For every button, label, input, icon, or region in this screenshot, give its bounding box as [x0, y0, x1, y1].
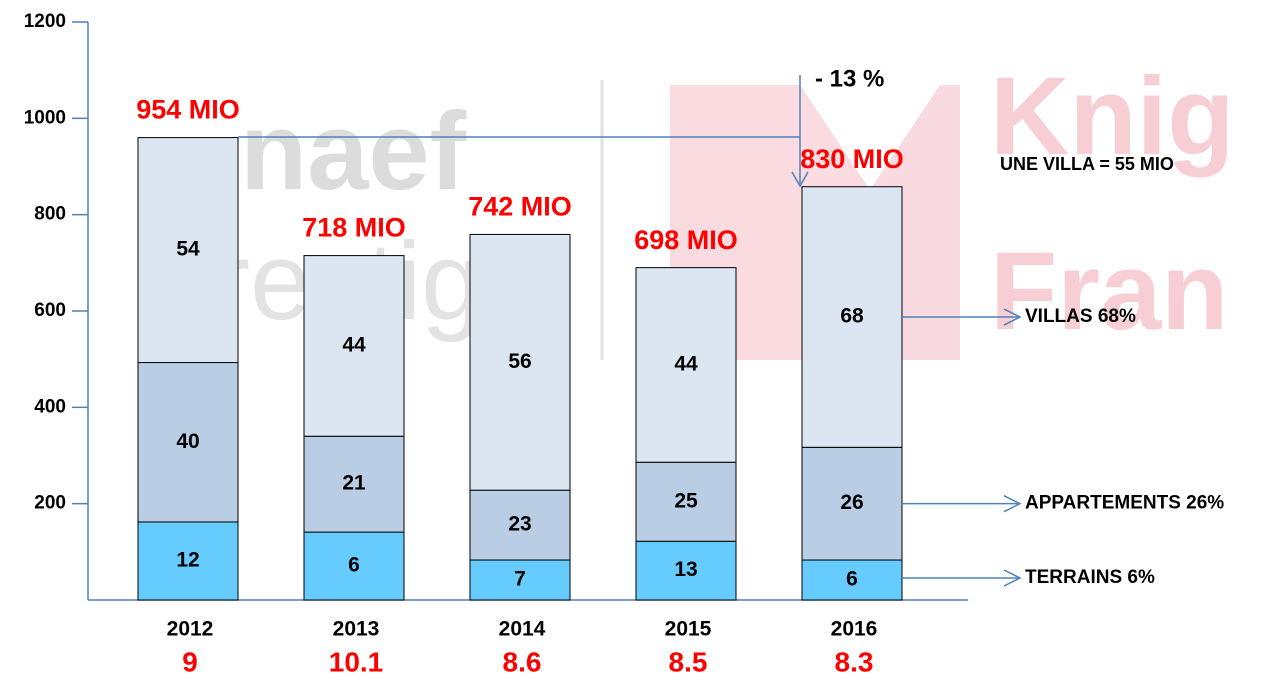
y-tick-label: 200: [34, 493, 66, 514]
bar-segment: [303, 435, 405, 533]
segment-label: 54: [176, 238, 200, 261]
bars: [137, 137, 903, 601]
y-tick-label: 1200: [24, 11, 66, 32]
bar-segment: [303, 255, 405, 437]
bar-segment: [801, 446, 903, 561]
segment-label: 21: [342, 472, 366, 495]
segment-label: 13: [674, 558, 697, 581]
total-label: 718 MIO: [302, 213, 406, 243]
legend-label: TERRAINS 6%: [1025, 567, 1155, 588]
arrow-head: [791, 171, 809, 188]
segment-label: 6: [348, 554, 360, 577]
x-sub-label: 9: [182, 646, 198, 677]
segment-label: 7: [514, 568, 526, 591]
legend-label: APPARTEMENTS 26%: [1025, 493, 1224, 514]
segment-label: 44: [342, 333, 366, 356]
y-tick-label: 600: [34, 300, 66, 321]
x-sub-label: 8.5: [669, 646, 708, 677]
watermark-text: Knig: [990, 55, 1234, 178]
bar-segment: [801, 186, 903, 448]
segment-label: 56: [508, 350, 531, 373]
legend-label: VILLAS 68%: [1025, 306, 1136, 327]
bar-segment: [635, 267, 737, 463]
legend-arrow-head: [1003, 308, 1022, 326]
total-label: 830 MIO: [800, 144, 904, 174]
segment-label: 40: [176, 430, 199, 453]
bar-segment: [303, 531, 405, 601]
change-annotation: - 13 %: [815, 65, 884, 92]
watermark-text: naef: [240, 90, 467, 213]
segment-label: 68: [840, 305, 864, 328]
x-tick-label: 2015: [665, 618, 712, 641]
bar-segment: [137, 137, 239, 364]
segment-label: 6: [846, 568, 858, 591]
x-sub-label: 10.1: [329, 646, 384, 677]
x-tick-label: 2016: [831, 618, 878, 641]
x-sub-label: 8.3: [835, 646, 874, 677]
total-label: 742 MIO: [468, 192, 572, 222]
bar-segment: [137, 521, 239, 601]
segment-label: 12: [176, 549, 199, 572]
note-annotation: UNE VILLA = 55 MIO: [1000, 154, 1174, 174]
bar-segment: [469, 233, 571, 491]
y-tick-label: 1000: [24, 107, 66, 128]
segment-label: 26: [840, 491, 863, 514]
total-label: 954 MIO: [136, 95, 240, 125]
segment-label: 23: [508, 513, 531, 536]
x-tick-label: 2014: [499, 618, 546, 641]
bar-segment: [635, 461, 737, 542]
y-tick-label: 400: [34, 396, 66, 417]
y-tick-label: 800: [34, 204, 66, 225]
x-tick-label: 2013: [333, 618, 380, 641]
legend-arrow-head: [1003, 494, 1022, 513]
legend-arrow-head: [1003, 569, 1022, 587]
bar-segment: [801, 559, 903, 601]
x-tick-label: 2012: [167, 618, 214, 641]
total-label: 698 MIO: [634, 225, 738, 255]
x-sub-label: 8.6: [503, 646, 542, 677]
bar-segment: [635, 540, 737, 601]
bar-segment: [469, 559, 571, 601]
segment-label: 25: [674, 489, 698, 512]
segment-label: 44: [674, 352, 698, 375]
watermark-text: Fran: [990, 230, 1228, 353]
